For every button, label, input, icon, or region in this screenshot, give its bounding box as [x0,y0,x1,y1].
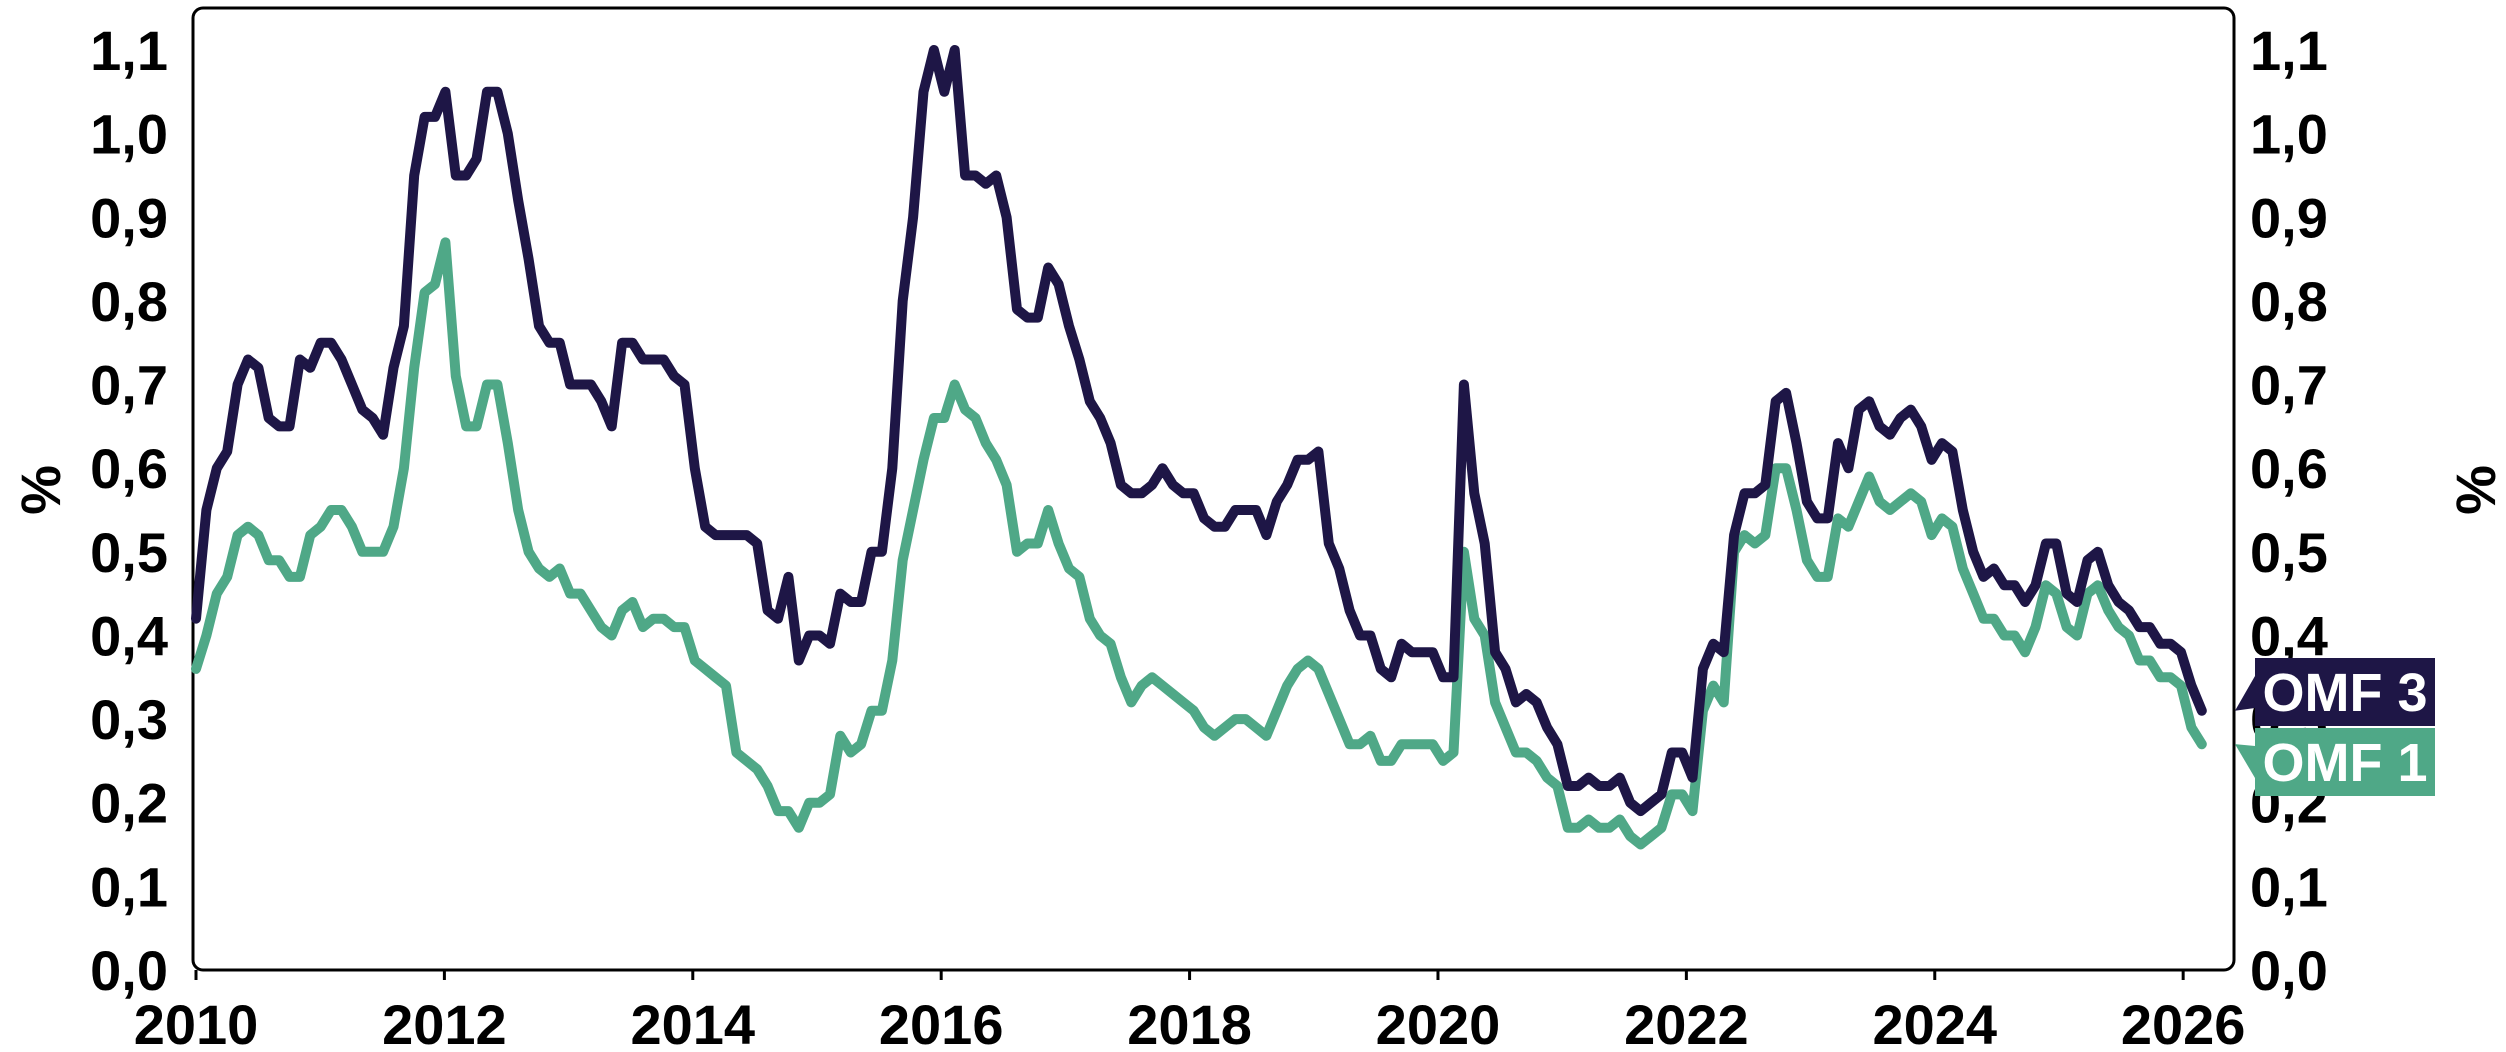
x-tick-label: 2016 [879,993,1004,1052]
series-end-labels: OMF 3 OMF 1 [2235,658,2435,796]
y-tick-label-left: 0,4 [90,604,168,667]
series-line-omf-3 [191,45,2207,817]
y-tick-label-right: 0,8 [2250,270,2328,333]
y-tick-label-left: 0,3 [90,688,168,751]
y-tick-label-left: 0,6 [90,437,168,500]
y-tick-label-left: 0,8 [90,270,168,333]
x-tick-label: 2018 [1127,993,1252,1052]
y-tick-label-right: 0,5 [2250,521,2328,584]
x-tick-label: 2022 [1624,993,1749,1052]
x-tick-label: 2020 [1376,993,1501,1052]
x-tick-label: 2012 [382,993,507,1052]
y-tick-label-left: 1,1 [90,19,168,82]
y-axis-right: 0,00,10,20,30,40,50,60,70,80,91,01,1 [2250,19,2328,1002]
end-label-text: OMF 3 [2262,663,2427,723]
y-tick-label-right: 1,0 [2250,103,2328,166]
y-tick-label-left: 0,5 [90,521,168,584]
y-axis-label-right: % [2444,465,2506,515]
end-label-omf-3: OMF 3 [2235,658,2435,726]
series-line-omf-1 [191,237,2207,850]
y-tick-label-right: 0,6 [2250,437,2328,500]
series-layer [191,45,2207,850]
end-label-box [2255,658,2435,726]
x-axis: 2010 2012 2014 2016 2018 2020 2022 2024 2026 [134,970,2246,1052]
y-axis-left: 0,0 0,1 0,2 0,3 0,4 0,5 0,6 0,7 0,8 0,9 1,0 1,1 [90,19,168,1002]
y-tick-label-left: 0,7 [90,354,168,417]
end-label-text: OMF 1 [2262,733,2427,793]
end-label-box [2255,728,2435,796]
y-axis-label-left: % [9,465,72,515]
y-tick-label-left: 0,9 [90,186,168,249]
x-tick-label: 2024 [1872,993,1997,1052]
y-tick-label-left: 1,0 [90,103,168,166]
x-tick-label: 2010 [134,993,259,1052]
x-tick-label: 2014 [631,993,756,1052]
y-tick-label-left: 0,1 [90,855,168,918]
y-tick-label-right: 0,7 [2250,354,2328,417]
y-tick-label-right: 0,4 [2250,604,2328,667]
y-tick-label-right: 1,1 [2250,19,2328,82]
end-label-omf-1: OMF 1 [2235,728,2435,796]
y-tick-label-left: 0,0 [90,939,168,1002]
y-tick-label-right: 0,9 [2250,186,2328,249]
end-label-pointer [2235,744,2255,778]
y-tick-label-left: 0,2 [90,772,168,835]
y-tick-label-right: 0,1 [2250,855,2328,918]
y-tick-label-right: 0,0 [2250,939,2328,1002]
x-tick-label: 2026 [2121,993,2246,1052]
plot-frame [191,6,2236,972]
end-label-pointer [2235,676,2255,711]
